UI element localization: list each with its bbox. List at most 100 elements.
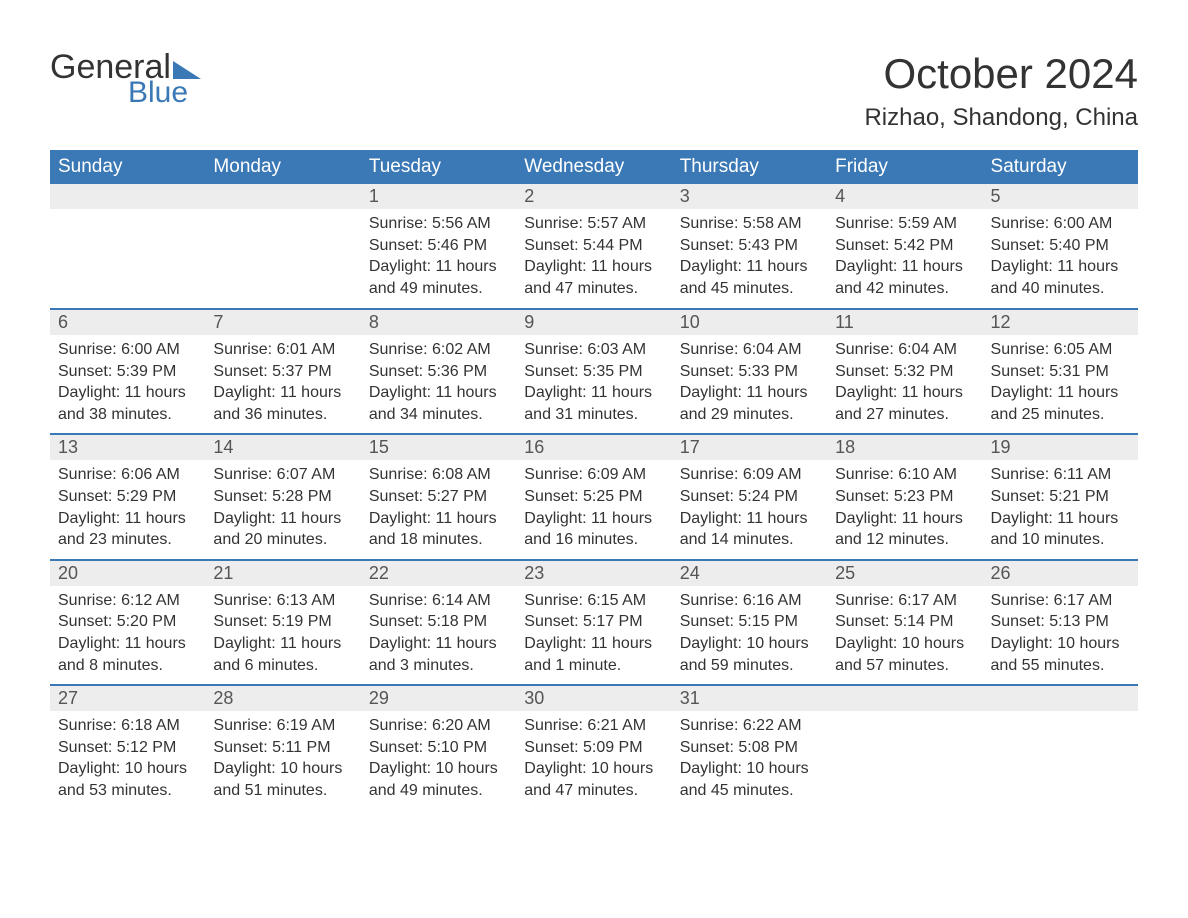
day-cell: 28Sunrise: 6:19 AMSunset: 5:11 PMDayligh… <box>205 685 360 810</box>
day-cell <box>827 685 982 810</box>
day-line: Sunrise: 6:06 AM <box>58 464 197 486</box>
day-line: Sunset: 5:19 PM <box>213 611 352 633</box>
day-line: Sunset: 5:42 PM <box>835 235 974 257</box>
day-cell: 15Sunrise: 6:08 AMSunset: 5:27 PMDayligh… <box>361 434 516 559</box>
day-line: and 36 minutes. <box>213 404 352 426</box>
day-line: Sunrise: 6:13 AM <box>213 590 352 612</box>
day-line: and 14 minutes. <box>680 529 819 551</box>
day-line: and 47 minutes. <box>524 278 663 300</box>
day-header: Wednesday <box>516 150 671 184</box>
week-row: 1Sunrise: 5:56 AMSunset: 5:46 PMDaylight… <box>50 184 1138 309</box>
day-body: Sunrise: 6:08 AMSunset: 5:27 PMDaylight:… <box>361 460 516 558</box>
day-line: Daylight: 11 hours <box>58 508 197 530</box>
day-line: and 49 minutes. <box>369 780 508 802</box>
day-line: Sunset: 5:13 PM <box>991 611 1130 633</box>
day-line: Sunset: 5:20 PM <box>58 611 197 633</box>
day-cell: 10Sunrise: 6:04 AMSunset: 5:33 PMDayligh… <box>672 309 827 434</box>
day-cell: 9Sunrise: 6:03 AMSunset: 5:35 PMDaylight… <box>516 309 671 434</box>
day-cell: 30Sunrise: 6:21 AMSunset: 5:09 PMDayligh… <box>516 685 671 810</box>
day-line: Daylight: 11 hours <box>369 633 508 655</box>
day-line: and 40 minutes. <box>991 278 1130 300</box>
day-line: Sunset: 5:44 PM <box>524 235 663 257</box>
day-line: Daylight: 11 hours <box>58 633 197 655</box>
day-cell: 13Sunrise: 6:06 AMSunset: 5:29 PMDayligh… <box>50 434 205 559</box>
day-line: Daylight: 11 hours <box>680 256 819 278</box>
day-line: Sunrise: 6:12 AM <box>58 590 197 612</box>
day-line: Daylight: 11 hours <box>991 508 1130 530</box>
day-number: 3 <box>672 184 827 209</box>
day-body: Sunrise: 6:16 AMSunset: 5:15 PMDaylight:… <box>672 586 827 684</box>
day-body <box>983 711 1138 723</box>
day-number: 19 <box>983 435 1138 460</box>
day-number: 23 <box>516 561 671 586</box>
day-number: 28 <box>205 686 360 711</box>
week-row: 20Sunrise: 6:12 AMSunset: 5:20 PMDayligh… <box>50 560 1138 685</box>
day-line: Daylight: 11 hours <box>835 508 974 530</box>
day-line: and 34 minutes. <box>369 404 508 426</box>
day-line: Sunset: 5:10 PM <box>369 737 508 759</box>
day-number: 14 <box>205 435 360 460</box>
day-cell: 14Sunrise: 6:07 AMSunset: 5:28 PMDayligh… <box>205 434 360 559</box>
day-line: Sunset: 5:11 PM <box>213 737 352 759</box>
day-number: 25 <box>827 561 982 586</box>
day-number <box>983 686 1138 711</box>
day-number: 9 <box>516 310 671 335</box>
day-body: Sunrise: 6:21 AMSunset: 5:09 PMDaylight:… <box>516 711 671 809</box>
day-line: Sunrise: 6:16 AM <box>680 590 819 612</box>
title-block: October 2024 Rizhao, Shandong, China <box>864 50 1138 132</box>
week-row: 27Sunrise: 6:18 AMSunset: 5:12 PMDayligh… <box>50 685 1138 810</box>
day-line: and 29 minutes. <box>680 404 819 426</box>
day-body: Sunrise: 6:22 AMSunset: 5:08 PMDaylight:… <box>672 711 827 809</box>
day-body: Sunrise: 6:01 AMSunset: 5:37 PMDaylight:… <box>205 335 360 433</box>
day-line: and 23 minutes. <box>58 529 197 551</box>
day-line: Daylight: 11 hours <box>369 508 508 530</box>
calendar-table: SundayMondayTuesdayWednesdayThursdayFrid… <box>50 150 1138 810</box>
day-cell: 21Sunrise: 6:13 AMSunset: 5:19 PMDayligh… <box>205 560 360 685</box>
day-line: Sunrise: 6:00 AM <box>58 339 197 361</box>
day-number: 16 <box>516 435 671 460</box>
day-number: 22 <box>361 561 516 586</box>
location: Rizhao, Shandong, China <box>864 104 1138 132</box>
day-body: Sunrise: 6:02 AMSunset: 5:36 PMDaylight:… <box>361 335 516 433</box>
day-line: Sunrise: 6:04 AM <box>835 339 974 361</box>
day-line: Sunrise: 6:09 AM <box>680 464 819 486</box>
day-line: and 51 minutes. <box>213 780 352 802</box>
day-line: Sunrise: 6:03 AM <box>524 339 663 361</box>
day-number: 8 <box>361 310 516 335</box>
day-cell: 2Sunrise: 5:57 AMSunset: 5:44 PMDaylight… <box>516 184 671 309</box>
day-line: Sunset: 5:40 PM <box>991 235 1130 257</box>
day-body: Sunrise: 6:17 AMSunset: 5:14 PMDaylight:… <box>827 586 982 684</box>
day-body <box>827 711 982 723</box>
day-line: Sunset: 5:37 PM <box>213 361 352 383</box>
day-line: Daylight: 10 hours <box>991 633 1130 655</box>
day-cell: 22Sunrise: 6:14 AMSunset: 5:18 PMDayligh… <box>361 560 516 685</box>
day-body: Sunrise: 5:56 AMSunset: 5:46 PMDaylight:… <box>361 209 516 307</box>
day-line: Sunrise: 6:08 AM <box>369 464 508 486</box>
day-line: Sunset: 5:17 PM <box>524 611 663 633</box>
day-cell: 27Sunrise: 6:18 AMSunset: 5:12 PMDayligh… <box>50 685 205 810</box>
day-number: 12 <box>983 310 1138 335</box>
day-line: Daylight: 11 hours <box>835 382 974 404</box>
day-line: and 31 minutes. <box>524 404 663 426</box>
day-line: Daylight: 11 hours <box>524 382 663 404</box>
logo: General Blue <box>50 50 201 108</box>
day-line: Sunrise: 6:19 AM <box>213 715 352 737</box>
day-line: Sunrise: 5:59 AM <box>835 213 974 235</box>
day-cell: 3Sunrise: 5:58 AMSunset: 5:43 PMDaylight… <box>672 184 827 309</box>
day-body: Sunrise: 5:58 AMSunset: 5:43 PMDaylight:… <box>672 209 827 307</box>
day-number: 18 <box>827 435 982 460</box>
day-line: and 8 minutes. <box>58 655 197 677</box>
day-line: Sunset: 5:36 PM <box>369 361 508 383</box>
day-line: Sunrise: 6:14 AM <box>369 590 508 612</box>
day-line: Sunset: 5:21 PM <box>991 486 1130 508</box>
day-line: Daylight: 10 hours <box>369 758 508 780</box>
day-line: and 59 minutes. <box>680 655 819 677</box>
day-line: and 42 minutes. <box>835 278 974 300</box>
day-cell <box>205 184 360 309</box>
day-line: Sunset: 5:28 PM <box>213 486 352 508</box>
day-header-row: SundayMondayTuesdayWednesdayThursdayFrid… <box>50 150 1138 184</box>
day-header: Monday <box>205 150 360 184</box>
day-cell: 7Sunrise: 6:01 AMSunset: 5:37 PMDaylight… <box>205 309 360 434</box>
day-cell: 26Sunrise: 6:17 AMSunset: 5:13 PMDayligh… <box>983 560 1138 685</box>
day-body: Sunrise: 6:09 AMSunset: 5:24 PMDaylight:… <box>672 460 827 558</box>
